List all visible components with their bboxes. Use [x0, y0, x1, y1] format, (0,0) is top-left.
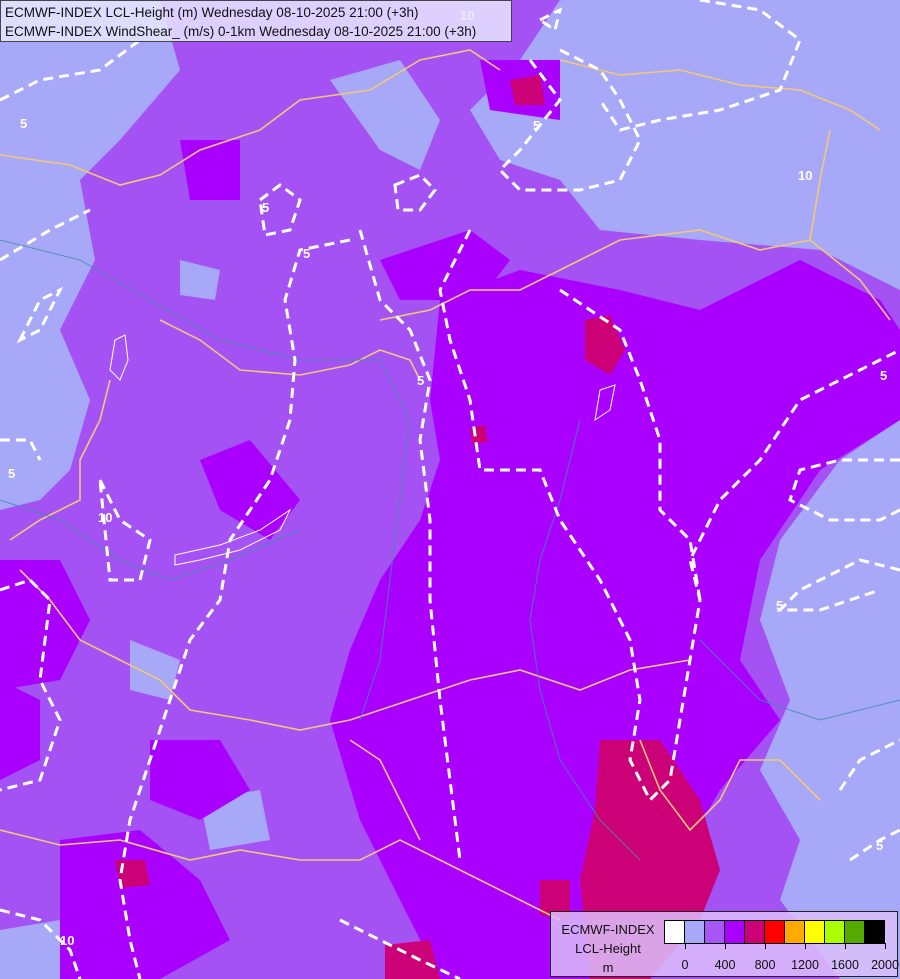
legend-tick-label: 1600 [831, 958, 859, 972]
lakes [109, 334, 616, 566]
legend-tick-mark [805, 943, 806, 949]
legend-swatch [765, 921, 785, 943]
contour-label: 5 [303, 246, 310, 261]
legend-swatch [745, 921, 765, 943]
contour-label: 10 [798, 168, 812, 183]
contour-label: 5 [417, 373, 424, 388]
title-line-lcl: ECMWF-INDEX LCL-Height (m) Wednesday 08-… [5, 5, 419, 20]
map-title: ECMWF-INDEX LCL-Height (m) Wednesday 08-… [0, 0, 512, 42]
legend-tick-mark [685, 943, 686, 949]
legend-tick-label: 800 [754, 958, 776, 972]
legend-tick-mark [765, 943, 766, 949]
title-line-windshear: ECMWF-INDEX WindShear_ (m/s) 0-1km Wedne… [5, 24, 477, 39]
legend-unit: m [602, 960, 614, 975]
legend-swatch [685, 921, 705, 943]
contour-label: 5 [533, 118, 540, 133]
legend-label: ECMWF-INDEX LCL-Height m [555, 920, 661, 977]
contour-label: 5 [880, 368, 887, 383]
legend-tick-label: 400 [714, 958, 736, 972]
legend-tick-mark [725, 943, 726, 949]
legend-swatch [785, 921, 805, 943]
legend-color-bar [664, 920, 885, 944]
legend-tick-label: 2000 [871, 958, 899, 972]
legend-swatch [865, 921, 884, 943]
legend-swatch [845, 921, 865, 943]
country-borders [0, 49, 891, 921]
contour-label: 5 [876, 838, 883, 853]
color-legend: ECMWF-INDEX LCL-Height m 0 400 800 1200 1600… [550, 911, 899, 977]
contour-label: 10 [60, 933, 74, 948]
contour-label: 5 [262, 200, 269, 215]
legend-swatch [665, 921, 685, 943]
contour-label: 5 [20, 116, 27, 131]
contour-label: 5 [8, 466, 15, 481]
legend-swatch [705, 921, 725, 943]
legend-tick-mark [845, 943, 846, 949]
legend-variable: LCL-Height [575, 941, 641, 956]
legend-swatch [725, 921, 745, 943]
legend-swatch [805, 921, 825, 943]
legend-swatch [825, 921, 845, 943]
legend-tick-label: 1200 [791, 958, 819, 972]
legend-source: ECMWF-INDEX [561, 922, 655, 937]
contour-label: 10 [98, 510, 112, 525]
legend-tick-mark [885, 943, 886, 949]
legend-tick-label: 0 [681, 958, 689, 972]
contour-label: 5 [776, 598, 783, 613]
